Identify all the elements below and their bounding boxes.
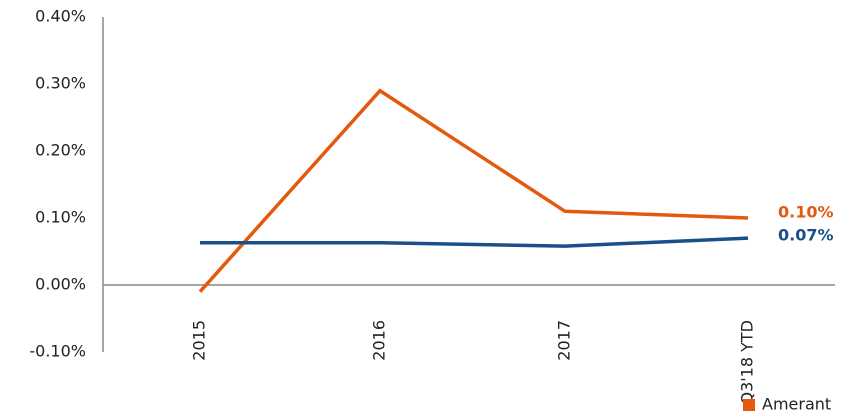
- y-tick-label: -0.10%: [29, 342, 86, 361]
- legend-label: Amerant: [762, 395, 831, 414]
- y-tick-label: 0.20%: [35, 141, 86, 160]
- y-tick-label: 0.40%: [35, 7, 86, 26]
- value-label: 0.10%: [778, 203, 834, 222]
- legend-swatch: [743, 399, 755, 411]
- x-tick-label: 2017: [555, 320, 574, 361]
- x-tick-label: Q3'18 YTD: [738, 320, 757, 404]
- y-tick-label: 0.00%: [35, 275, 86, 294]
- value-label: 0.07%: [778, 226, 834, 245]
- series-line: [200, 236, 749, 248]
- x-tick-label: 2016: [370, 320, 389, 361]
- series-line: [198, 88, 749, 293]
- y-tick-label: 0.10%: [35, 208, 86, 227]
- x-tick-label: 2015: [190, 320, 209, 361]
- y-tick-label: 0.30%: [35, 74, 86, 93]
